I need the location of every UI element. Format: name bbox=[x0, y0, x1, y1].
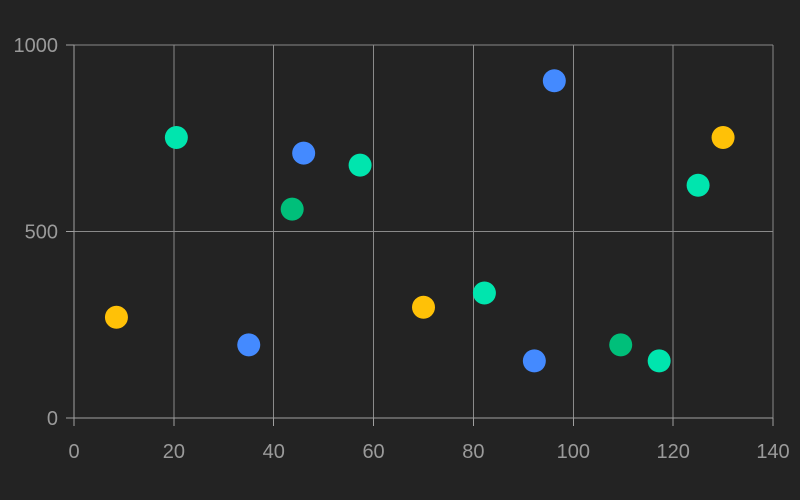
scatter-point bbox=[542, 69, 566, 93]
x-tick-label: 80 bbox=[462, 441, 484, 463]
x-tick-label: 140 bbox=[756, 441, 789, 463]
scatter-point bbox=[348, 153, 372, 177]
grid-layer bbox=[74, 44, 774, 418]
x-tick-label: 40 bbox=[263, 441, 285, 463]
scatter-point bbox=[164, 126, 188, 150]
scatter-point bbox=[647, 349, 671, 373]
point-layer bbox=[104, 69, 735, 373]
scatter-point bbox=[412, 295, 435, 319]
y-tick-label: 1000 bbox=[14, 35, 59, 57]
scatter-point bbox=[280, 197, 304, 221]
y-tick-label: 0 bbox=[47, 408, 58, 430]
x-tick-label: 0 bbox=[68, 441, 79, 463]
x-tick-label: 120 bbox=[656, 441, 689, 463]
scatter-point bbox=[292, 141, 316, 165]
scatter-point bbox=[711, 126, 735, 150]
x-tick-label: 60 bbox=[362, 441, 384, 463]
scatter-point bbox=[686, 173, 710, 197]
scatter-point bbox=[104, 305, 128, 329]
tick-layer: 0 20 40 60 80 100 120 140 0 500 1000 bbox=[14, 35, 790, 463]
y-tick-label: 500 bbox=[25, 222, 58, 244]
scatter-point bbox=[237, 333, 261, 357]
scatter-point bbox=[472, 281, 496, 305]
x-tick-label: 20 bbox=[163, 441, 185, 463]
scatter-point bbox=[609, 333, 633, 357]
scatter-point bbox=[522, 349, 546, 373]
x-tick-label: 100 bbox=[557, 441, 590, 463]
